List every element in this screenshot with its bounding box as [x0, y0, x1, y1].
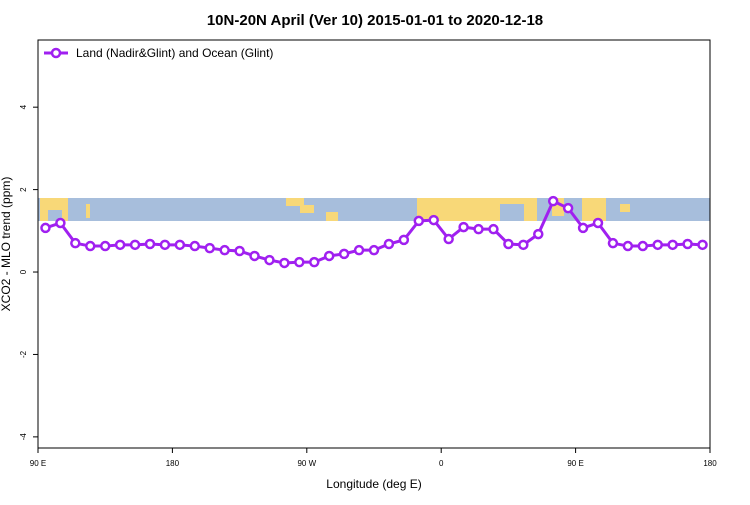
point — [264, 254, 275, 266]
point — [338, 248, 350, 260]
map-strip — [38, 198, 710, 221]
point — [622, 240, 634, 252]
point — [294, 256, 305, 268]
point — [443, 233, 454, 245]
x-tick-label: 0 — [439, 459, 444, 468]
y-tick-label: 4 — [19, 104, 28, 109]
point — [144, 238, 156, 250]
x-tick-label: 90 E — [567, 459, 583, 468]
point — [368, 244, 380, 256]
point — [249, 250, 260, 262]
point — [697, 239, 708, 251]
x-tick-label: 90 E — [30, 459, 46, 468]
point — [204, 242, 215, 254]
y-axis-label: XCO2 - MLO trend (ppm) — [0, 177, 13, 312]
point — [667, 239, 678, 251]
y-tick-label: 0 — [19, 269, 28, 274]
legend-marker — [50, 47, 62, 59]
point — [129, 239, 141, 251]
point — [55, 217, 66, 229]
point — [607, 237, 619, 249]
y-tick-label: -2 — [19, 350, 28, 358]
point — [413, 215, 425, 227]
chart-title: 10N-20N April (Ver 10) 2015-01-01 to 202… — [207, 12, 543, 29]
point — [70, 237, 81, 249]
point — [219, 244, 230, 256]
point — [682, 238, 693, 250]
plot-frame — [37, 39, 711, 449]
point — [562, 202, 574, 214]
point — [279, 257, 290, 269]
point — [40, 222, 51, 234]
legend-label: Land (Nadir&Glint) and Ocean (Glint) — [76, 46, 273, 60]
point — [174, 239, 186, 251]
x-axis-label: Longitude (deg E) — [326, 477, 421, 491]
point — [458, 221, 469, 233]
point — [159, 239, 171, 251]
point — [503, 238, 514, 250]
point — [189, 240, 201, 252]
point — [383, 238, 395, 250]
point — [652, 239, 663, 251]
point — [488, 223, 499, 235]
point — [533, 228, 544, 240]
point — [234, 245, 245, 257]
point — [637, 240, 649, 252]
point — [577, 222, 589, 234]
x-tick-label: 90 W — [297, 459, 316, 468]
point — [85, 240, 96, 252]
x-tick-label: 180 — [166, 459, 180, 468]
point — [518, 239, 529, 251]
point — [114, 239, 126, 251]
x-tick-label: 180 — [703, 459, 717, 468]
point — [547, 195, 559, 207]
y-tick-label: -4 — [19, 433, 28, 441]
point — [353, 244, 365, 256]
point — [99, 240, 111, 252]
point — [473, 223, 484, 235]
point — [323, 250, 335, 262]
point — [398, 234, 410, 246]
point — [428, 214, 439, 226]
legend: Land (Nadir&Glint) and Ocean (Glint) — [44, 46, 273, 60]
y-tick-label: 2 — [19, 187, 28, 192]
point — [592, 217, 604, 229]
point — [309, 256, 320, 268]
